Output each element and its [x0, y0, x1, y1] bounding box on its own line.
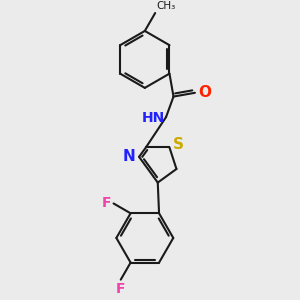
Text: S: S [173, 137, 184, 152]
Text: F: F [116, 282, 125, 296]
Text: N: N [123, 149, 135, 164]
Text: CH₃: CH₃ [156, 2, 176, 11]
Text: O: O [198, 85, 211, 100]
Text: F: F [102, 196, 112, 211]
Text: HN: HN [141, 111, 164, 125]
